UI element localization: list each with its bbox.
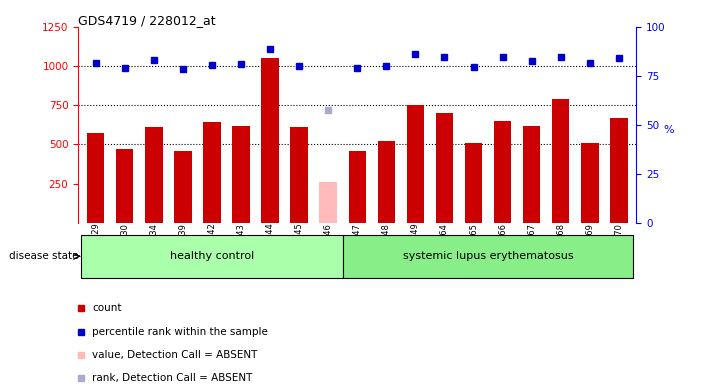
Bar bbox=[610, 118, 628, 223]
Bar bbox=[319, 182, 337, 223]
Bar bbox=[145, 127, 163, 223]
Text: disease state: disease state bbox=[9, 251, 78, 262]
Bar bbox=[232, 126, 250, 223]
Bar bbox=[552, 99, 570, 223]
Bar bbox=[174, 151, 191, 223]
Text: percentile rank within the sample: percentile rank within the sample bbox=[92, 326, 268, 337]
Bar bbox=[290, 127, 308, 223]
Bar bbox=[116, 149, 134, 223]
Bar bbox=[87, 133, 105, 223]
Bar bbox=[343, 235, 634, 278]
Bar bbox=[378, 141, 395, 223]
Bar bbox=[407, 105, 424, 223]
Bar bbox=[348, 151, 366, 223]
Bar bbox=[203, 122, 220, 223]
Bar bbox=[436, 113, 453, 223]
Bar bbox=[523, 126, 540, 223]
Y-axis label: %: % bbox=[663, 125, 674, 135]
Text: healthy control: healthy control bbox=[170, 251, 254, 262]
Bar bbox=[262, 58, 279, 223]
Bar bbox=[465, 143, 482, 223]
Text: count: count bbox=[92, 303, 122, 313]
Bar bbox=[81, 235, 343, 278]
Bar bbox=[581, 143, 599, 223]
Text: GDS4719 / 228012_at: GDS4719 / 228012_at bbox=[78, 14, 216, 27]
Text: rank, Detection Call = ABSENT: rank, Detection Call = ABSENT bbox=[92, 373, 252, 383]
Text: value, Detection Call = ABSENT: value, Detection Call = ABSENT bbox=[92, 351, 257, 361]
Text: systemic lupus erythematosus: systemic lupus erythematosus bbox=[402, 251, 573, 262]
Bar bbox=[494, 121, 511, 223]
